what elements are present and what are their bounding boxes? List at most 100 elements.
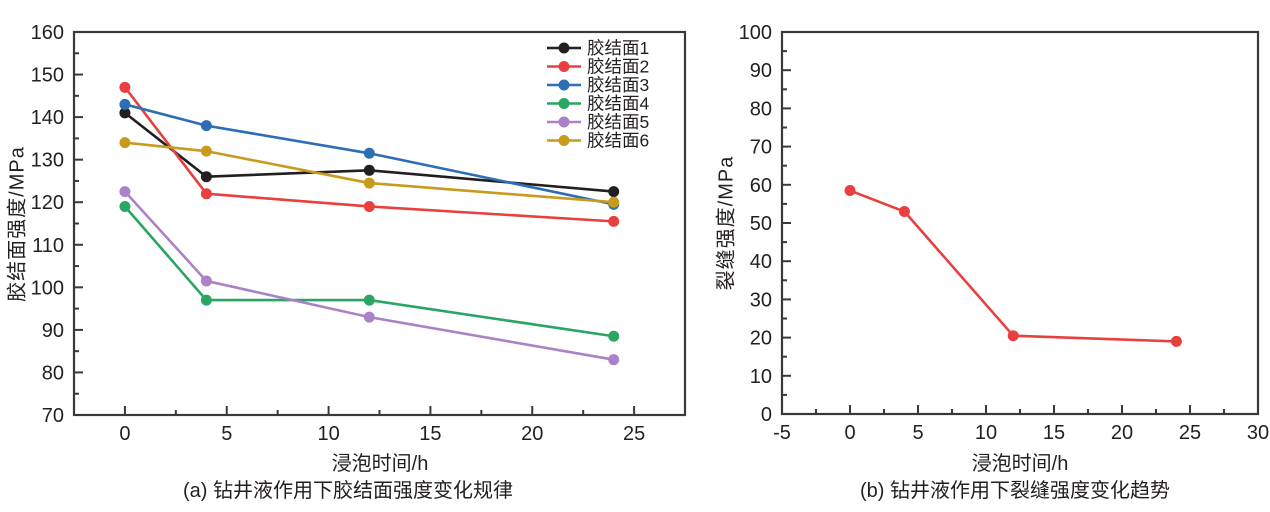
data-point <box>363 311 375 323</box>
series-6 <box>119 137 620 208</box>
chart-a-plot: 0 5 10 15 20 25 70 80 90 100 110 120 130 140 150 160 胶结面… <box>31 22 687 445</box>
data-point <box>119 107 131 119</box>
legend-item: 胶结面5 <box>547 112 649 132</box>
data-point <box>119 81 131 93</box>
data-point <box>363 177 375 189</box>
data-point <box>200 171 212 183</box>
y-tick-label: 100 <box>31 277 64 299</box>
x-tick-label: 5 <box>912 422 923 444</box>
data-point <box>200 145 212 157</box>
y-tick-label: 110 <box>32 235 64 257</box>
chart-a-x-axis-title: 浸泡时间/h <box>331 453 429 475</box>
x-tick-label: 0 <box>844 422 855 444</box>
series-3 <box>119 98 620 210</box>
chart-a-y-axis-title: 胶结面强度/MPa <box>6 146 29 302</box>
data-point <box>608 354 620 366</box>
data-point <box>363 147 375 159</box>
legend-marker <box>558 98 570 109</box>
legend-item: 胶结面3 <box>547 75 649 95</box>
chart-a-caption: (a) 钻井液作用下胶结面强度变化规律 <box>183 480 513 502</box>
data-point <box>608 330 620 342</box>
x-tick-label: 25 <box>623 423 645 445</box>
series-5 <box>119 186 620 366</box>
data-point <box>119 186 131 198</box>
x-tick-label: 15 <box>1043 422 1065 444</box>
legend-marker <box>558 79 570 91</box>
legend-label: 胶结面3 <box>587 75 649 95</box>
y-tick-label: 70 <box>42 405 64 427</box>
data-point <box>119 137 131 149</box>
x-tick-label: 5 <box>221 423 232 445</box>
legend-label: 胶结面1 <box>587 38 649 58</box>
y-tick-label: 90 <box>42 320 64 342</box>
x-tick-label: 10 <box>975 422 997 444</box>
data-point <box>898 206 910 218</box>
data-point <box>119 200 131 212</box>
legend-marker <box>558 42 570 54</box>
legend-item: 胶结面2 <box>547 57 649 77</box>
y-tick-label: 40 <box>750 251 772 273</box>
x-tick-label: 20 <box>521 423 543 445</box>
y-tick-label: 130 <box>31 150 64 172</box>
y-tick-label: 70 <box>750 137 772 159</box>
series-2 <box>119 81 620 227</box>
data-point <box>119 98 131 110</box>
legend-marker <box>558 135 570 146</box>
data-point <box>363 200 375 212</box>
data-point <box>363 294 375 306</box>
data-point <box>1170 335 1182 347</box>
legend-label: 胶结面5 <box>587 112 649 132</box>
series-1 <box>119 107 620 198</box>
y-tick-label: 140 <box>31 107 64 129</box>
series-1 <box>844 185 1182 347</box>
data-point <box>608 186 620 198</box>
data-point <box>1007 330 1019 342</box>
legend-label: 胶结面6 <box>587 131 649 151</box>
data-point <box>608 196 620 208</box>
chart-b-y-axis-title: 裂缝强度/MPa <box>715 155 738 291</box>
legend-label: 胶结面4 <box>587 94 649 114</box>
data-point <box>200 188 212 200</box>
y-tick-label: 150 <box>31 65 64 87</box>
y-tick-label: 0 <box>761 404 772 426</box>
legend-marker <box>558 116 570 128</box>
chart-b-caption: (b) 钻井液作用下裂缝强度变化趋势 <box>860 480 1170 502</box>
y-tick-label: 20 <box>750 328 772 350</box>
y-tick-label: 80 <box>42 362 64 384</box>
x-axis-ticks: -5 0 5 10 15 20 25 30 <box>773 405 1269 444</box>
y-tick-label: 80 <box>750 98 772 120</box>
legend-item: 胶结面4 <box>547 94 649 114</box>
y-tick-label: 120 <box>31 192 64 214</box>
y-axis-ticks: 70 80 90 100 110 120 130 140 150 160 <box>31 22 83 427</box>
x-tick-label: 15 <box>419 423 441 445</box>
y-tick-label: 30 <box>750 289 772 311</box>
data-point <box>608 215 620 227</box>
plot-border <box>780 30 1260 416</box>
legend-label: 胶结面2 <box>587 57 649 77</box>
data-point <box>844 185 856 197</box>
data-point <box>200 120 212 132</box>
y-tick-label: 10 <box>750 366 772 388</box>
x-tick-label: 20 <box>1111 422 1133 444</box>
x-tick-label: 10 <box>317 423 339 445</box>
y-tick-label: 100 <box>739 22 772 44</box>
legend-marker <box>558 61 570 72</box>
x-axis-ticks: 0 5 10 15 20 25 <box>119 406 645 445</box>
y-tick-label: 160 <box>31 22 64 44</box>
x-tick-label: -5 <box>773 422 791 444</box>
data-point <box>363 164 375 176</box>
data-point <box>200 294 212 306</box>
chart-b-x-axis-title: 浸泡时间/h <box>971 453 1069 475</box>
y-tick-label: 50 <box>750 213 772 235</box>
data-point <box>200 275 212 287</box>
legend-item: 胶结面6 <box>547 131 649 151</box>
y-tick-label: 90 <box>750 60 772 82</box>
y-axis-ticks: 0 10 20 30 40 50 60 70 80 90 100 <box>739 22 791 426</box>
x-tick-label: 0 <box>119 423 130 445</box>
y-tick-label: 60 <box>750 175 772 197</box>
x-tick-label: 30 <box>1247 422 1269 444</box>
x-tick-label: 25 <box>1179 422 1201 444</box>
